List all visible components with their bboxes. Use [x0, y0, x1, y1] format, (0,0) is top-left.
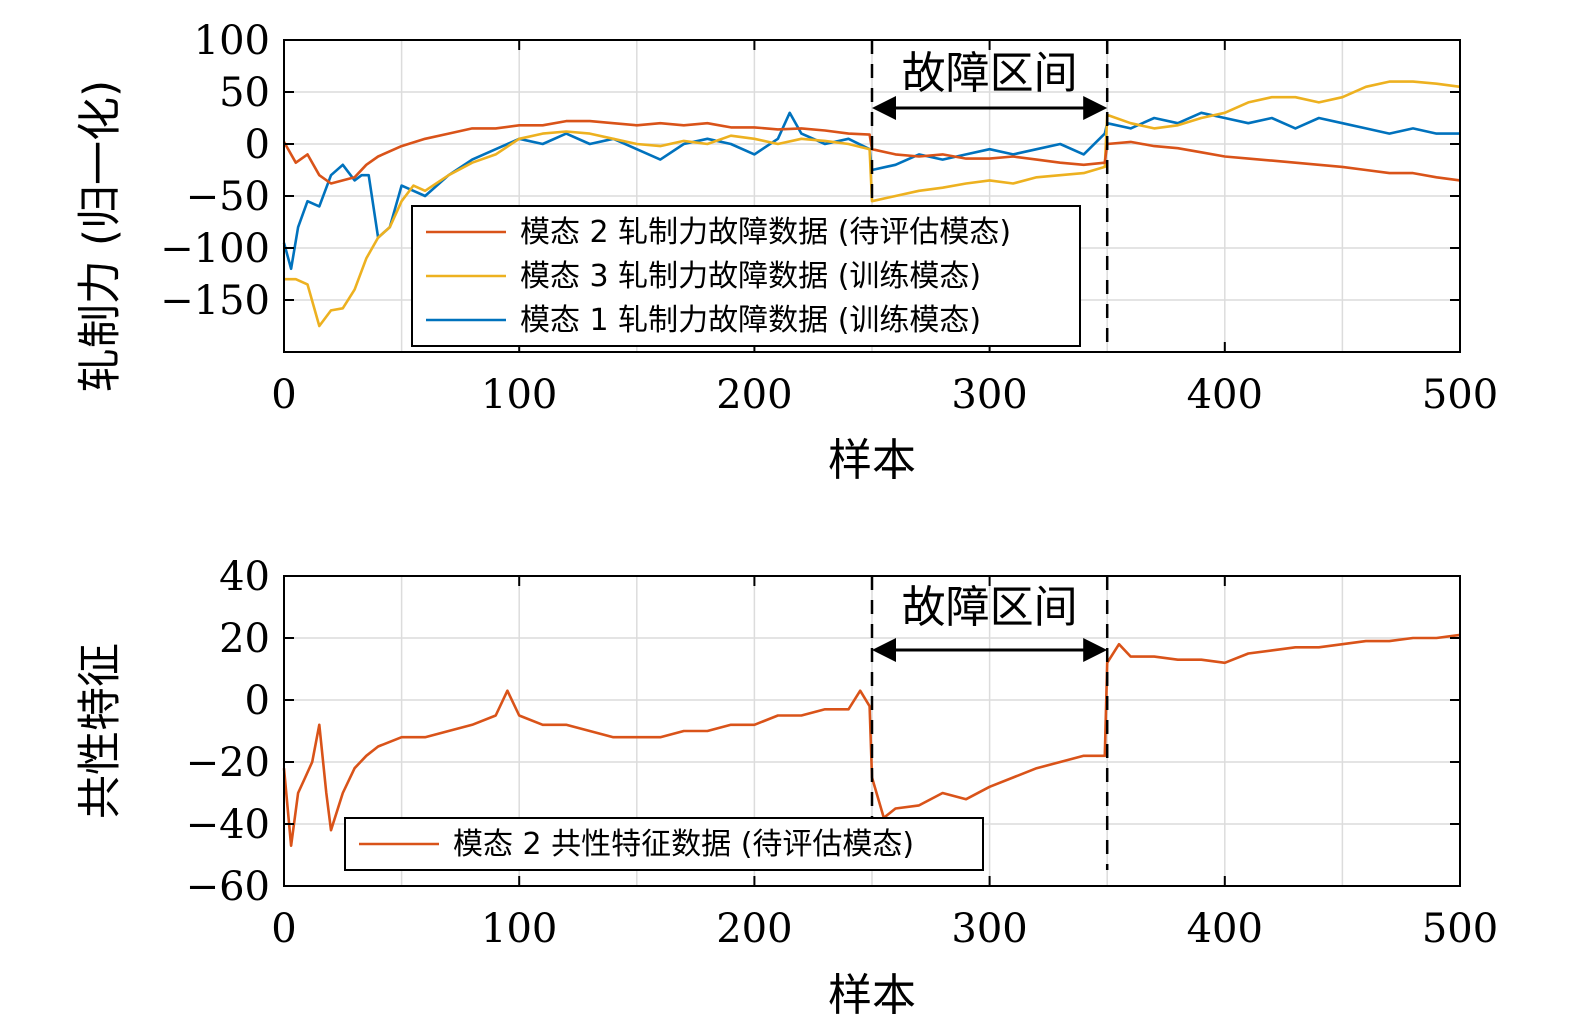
- arrowhead-right-icon: [1083, 96, 1108, 120]
- bottom-panel-frame: [283, 575, 1461, 887]
- bottom-legend: 模态 2 共性特征数据 (待评估模态): [344, 817, 984, 871]
- series-line: [282, 119, 1461, 185]
- x-tick-label: 400: [1187, 372, 1263, 418]
- top-panel-series: [282, 80, 1461, 328]
- legend-entry: 模态 3 轧制力故障数据 (训练模态): [520, 259, 981, 294]
- y-tick-label: 50: [219, 70, 270, 116]
- x-tick-label: 300: [951, 906, 1027, 952]
- bottom-x-axis-label: 样本: [828, 970, 916, 1021]
- x-tick-label: 100: [481, 906, 557, 952]
- x-tick-label: 300: [951, 372, 1027, 418]
- x-tick-label: 200: [716, 372, 792, 418]
- x-tick-label: 500: [1422, 372, 1498, 418]
- arrowhead-left-icon: [872, 96, 896, 120]
- legend-entry: 模态 1 轧制力故障数据 (训练模态): [520, 303, 981, 338]
- bottom-y-axis-label: 共性特征: [75, 643, 126, 819]
- x-tick-label: 200: [716, 906, 792, 952]
- y-tick-label: 20: [219, 616, 270, 662]
- top-y-axis-label: 轧制力 (归一化): [75, 80, 126, 392]
- x-tick-label: 0: [271, 372, 296, 418]
- x-tick-label: 0: [271, 906, 296, 952]
- y-tick-label: −60: [186, 864, 270, 910]
- x-tick-label: 100: [481, 372, 557, 418]
- legend-entry: 模态 2 轧制力故障数据 (待评估模态): [520, 215, 1011, 250]
- y-tick-label: 100: [194, 18, 270, 64]
- series-line: [282, 633, 1461, 847]
- bottom-panel-series: [282, 633, 1461, 847]
- x-tick-label: 500: [1422, 906, 1498, 952]
- top-panel-fault-interval: 故障区间: [870, 40, 1109, 352]
- y-tick-label: 0: [245, 678, 270, 724]
- y-tick-label: −40: [186, 802, 270, 848]
- legend-box: [411, 205, 1081, 347]
- series-line: [284, 80, 1461, 328]
- y-tick-label: −20: [186, 740, 270, 786]
- x-tick-label: 400: [1187, 906, 1263, 952]
- arrowhead-left-icon: [872, 638, 896, 662]
- y-tick-label: −100: [160, 226, 270, 272]
- y-tick-label: 40: [219, 554, 270, 600]
- y-tick-label: −50: [186, 174, 270, 220]
- fault-interval-label: 故障区间: [902, 582, 1078, 633]
- legend-box: [344, 817, 984, 871]
- top-x-axis-label: 样本: [828, 435, 916, 486]
- legend-entry: 模态 2 共性特征数据 (待评估模态): [453, 827, 914, 862]
- y-tick-label: −150: [160, 278, 270, 324]
- top-legend: 模态 2 轧制力故障数据 (待评估模态) 模态 3 轧制力故障数据 (训练模态) 模…: [411, 205, 1081, 347]
- y-tick-label: 0: [245, 122, 270, 168]
- fault-interval-label: 故障区间: [902, 48, 1078, 99]
- arrowhead-right-icon: [1083, 638, 1108, 662]
